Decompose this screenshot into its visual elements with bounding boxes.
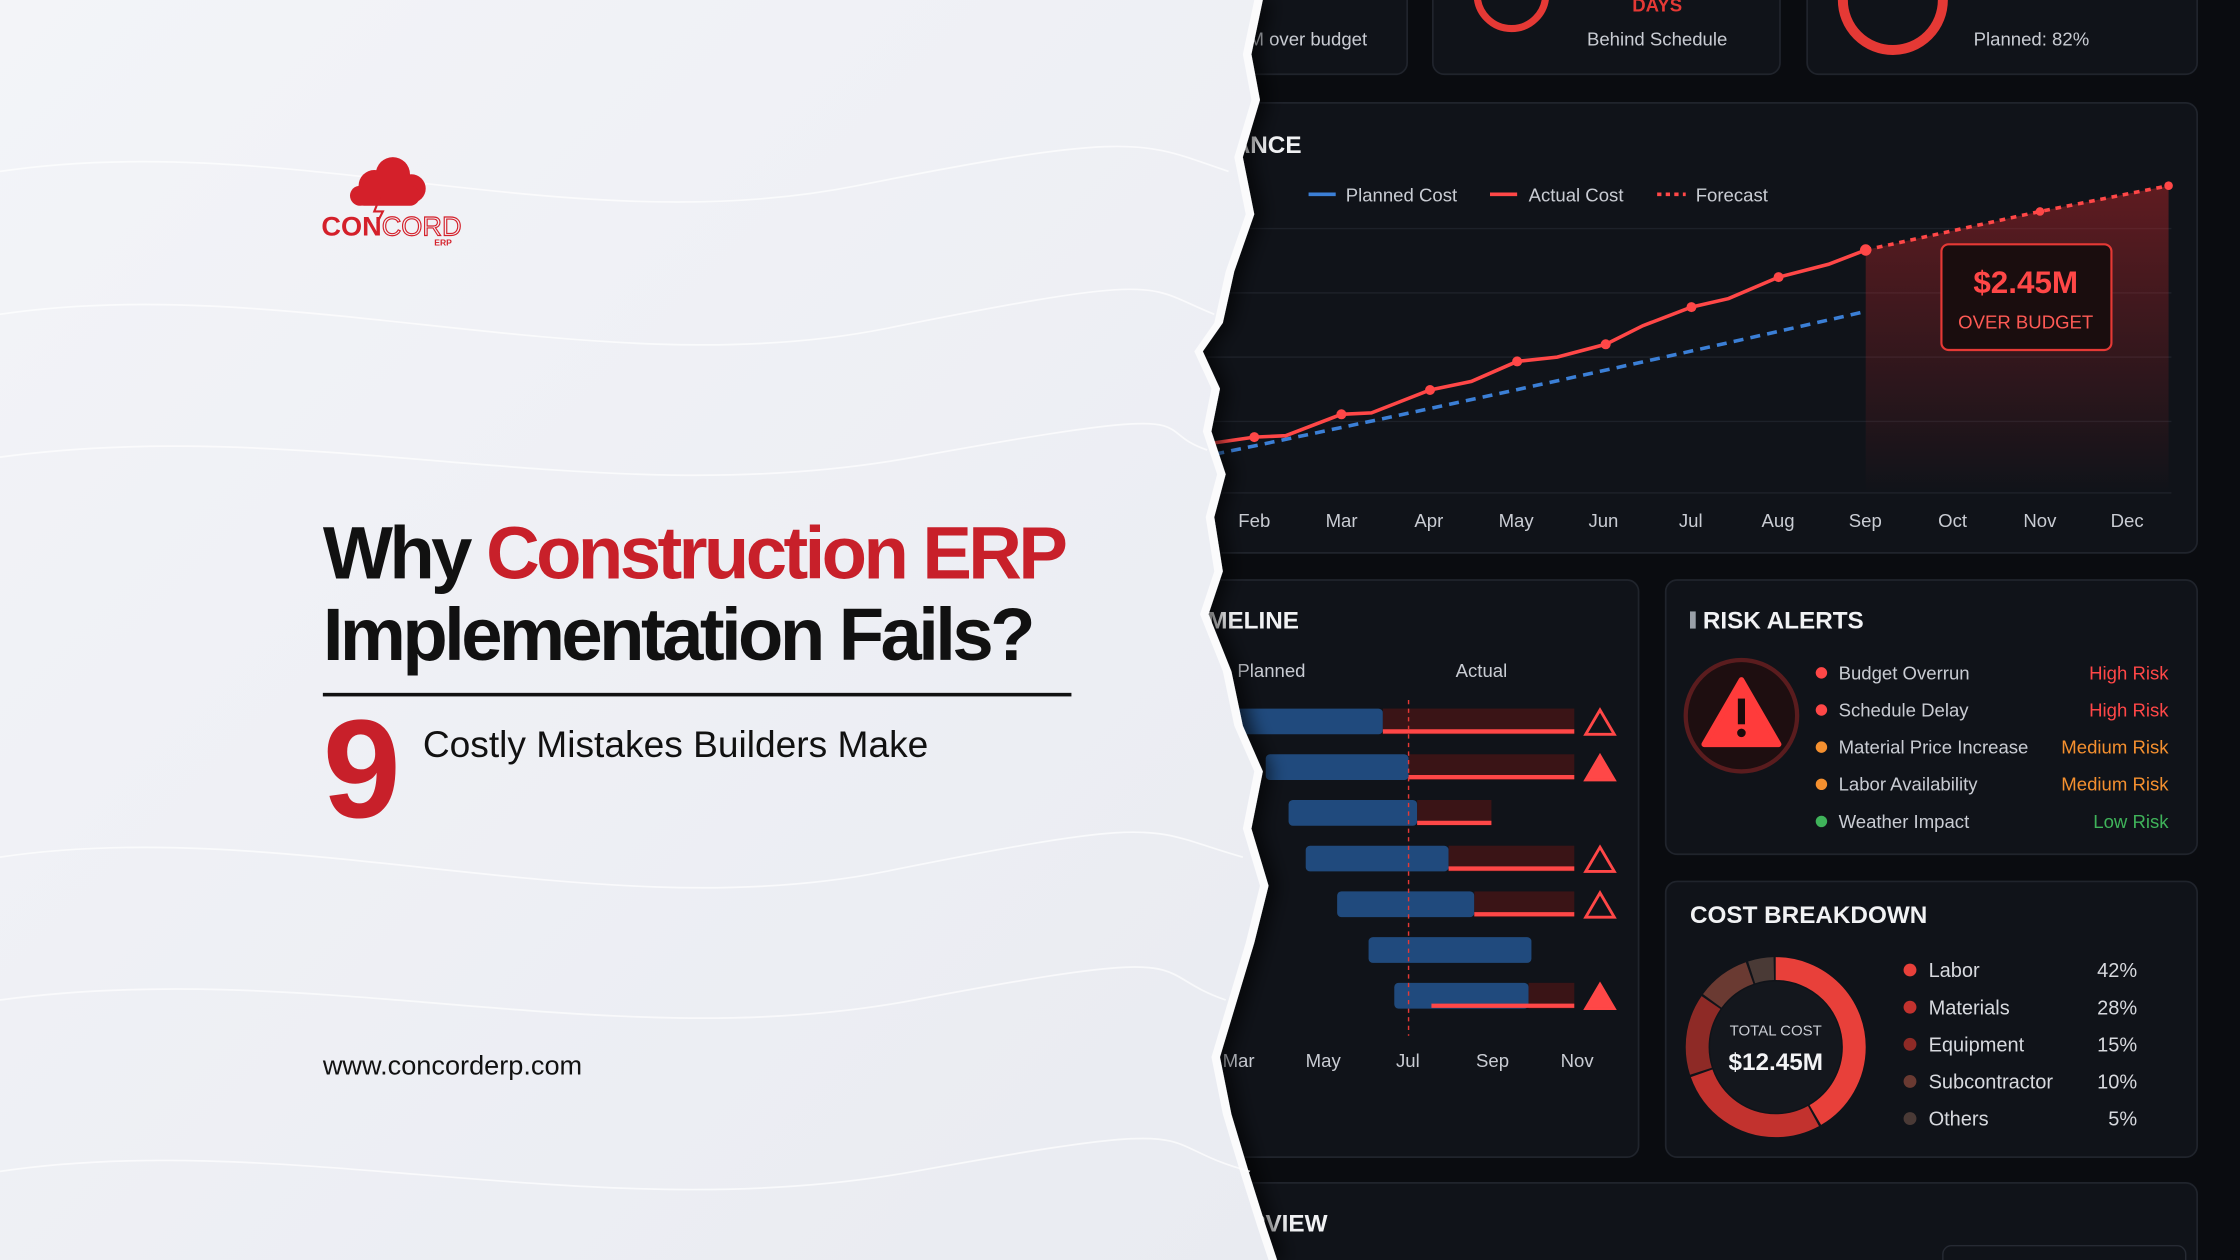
column-label: Planned — [1237, 660, 1305, 681]
month-label: Mar — [1223, 1050, 1255, 1071]
risk-dot — [1815, 815, 1828, 828]
cost-name: Subcontractor — [1929, 1072, 2054, 1094]
month-label: Sep — [1476, 1050, 1509, 1071]
overview-card — [1942, 1245, 2187, 1260]
callout — [1940, 243, 2113, 352]
month-label: Sep — [1849, 510, 1882, 531]
callout-label: OVER BUDGET — [1958, 312, 2093, 333]
panel — [1664, 579, 2198, 856]
cost-value: 15% — [2097, 1034, 2137, 1056]
headline-subtitle: Costly Mistakes Builders Make — [423, 723, 928, 765]
panel-title: RISK ALERTS — [1703, 608, 1864, 635]
donut-segment — [1685, 957, 1866, 1138]
headline-prefix: Why — [323, 512, 472, 595]
headline-line2: Implementation Fails? — [323, 593, 1032, 676]
month-label: Nov — [2023, 510, 2057, 531]
cost-dot — [1903, 1075, 1917, 1088]
planned-line — [1213, 309, 1867, 457]
risk-name: Material Price Increase — [1839, 737, 2029, 758]
month-label: Feb — [1238, 510, 1270, 531]
risk-dot — [1815, 741, 1828, 753]
cost-name: Labor — [1929, 960, 1980, 982]
risk-level: High Risk — [2089, 699, 2169, 720]
headline-rule — [322, 692, 1072, 697]
month-label: Aug — [1761, 510, 1794, 531]
cost-value: 42% — [2097, 960, 2137, 982]
donut-segment — [1685, 957, 1866, 1138]
gantt — [1228, 700, 1575, 1036]
kpi-card — [1806, 0, 2198, 76]
kpi-card — [1432, 0, 1781, 76]
risk-dot — [1815, 704, 1828, 716]
legend-label: Actual Cost — [1529, 184, 1625, 205]
risk-name: Schedule Delay — [1839, 699, 1970, 720]
headline-line1: Why Construction ERP — [323, 512, 1065, 595]
cost-value: 10% — [2097, 1072, 2137, 1094]
cost-dot — [1903, 1000, 1917, 1014]
alert-icon — [1737, 728, 1746, 738]
logo-text-outline: CORD — [382, 211, 462, 242]
month-label: May — [1499, 510, 1535, 531]
panel-title: COST BREAKDOWN — [1690, 902, 1927, 929]
forecast-line — [1865, 183, 2169, 252]
risk-level: High Risk — [2089, 662, 2169, 683]
kpi-unit: DAYS — [1632, 0, 1682, 15]
headline-number: 9 — [323, 690, 397, 847]
cost-name: Materials — [1929, 997, 2010, 1019]
month-label: Jul — [1396, 1050, 1420, 1071]
actual-points — [1249, 181, 2173, 443]
risk-name: Labor Availability — [1839, 774, 1979, 795]
month-label: Dec — [2111, 510, 2144, 531]
actual-line — [1214, 248, 1867, 445]
risk-name: Weather Impact — [1839, 811, 1971, 832]
logo-text: CONCORD — [321, 211, 461, 242]
headline-highlight: Construction ERP — [486, 512, 1065, 595]
kpi-text: Planned: 82% — [1974, 29, 2090, 50]
month-label: Jul — [1679, 510, 1703, 531]
cost-dot — [1903, 1037, 1917, 1051]
risk-dot — [1815, 778, 1828, 790]
risk-level: Low Risk — [2093, 811, 2169, 832]
risk-dot — [1815, 667, 1828, 679]
kpi-text: Behind Schedule — [1587, 29, 1727, 50]
cost-value: 5% — [2108, 1109, 2137, 1131]
cost-dot — [1903, 1112, 1917, 1125]
callout-value: $2.45M — [1973, 265, 2078, 300]
donut-segment — [1685, 957, 1866, 1138]
logo-text-bold: CON — [321, 211, 381, 242]
kpi-ring — [1837, 0, 1948, 55]
kpi-ring — [1474, 0, 1549, 33]
month-label: Mar — [1326, 510, 1358, 531]
cost-name: Others — [1929, 1109, 1989, 1131]
logo-bolt — [372, 196, 385, 224]
alert-icon — [1737, 698, 1745, 725]
website: www.concorderp.com — [322, 1049, 582, 1080]
warning-icons — [1583, 707, 1617, 1010]
legend-label: Planned Cost — [1346, 184, 1458, 205]
cost-name: Equipment — [1929, 1034, 2025, 1056]
cost-value: 28% — [2097, 997, 2137, 1019]
logo-sub: ERP — [434, 238, 452, 248]
risk-level: Medium Risk — [2061, 774, 2169, 795]
risk-name: Budget Overrun — [1839, 662, 1970, 683]
total-label: TOTAL COST — [1730, 1023, 1822, 1040]
month-label: Jun — [1588, 510, 1618, 531]
logo-cloud — [350, 157, 426, 206]
cost-dot — [1903, 963, 1917, 977]
month-label: May — [1306, 1050, 1342, 1071]
paper-texture — [0, 145, 1251, 1191]
risk-level: Medium Risk — [2061, 737, 2169, 758]
legend-label: Forecast — [1696, 184, 1769, 205]
column-label: Actual — [1456, 660, 1508, 681]
donut-hole — [1710, 981, 1842, 1113]
month-label: Oct — [1938, 510, 1968, 531]
total-value: $12.45M — [1728, 1049, 1822, 1076]
month-label: Nov — [1561, 1050, 1595, 1071]
title-bar — [1690, 611, 1696, 629]
month-label: Apr — [1414, 510, 1443, 531]
